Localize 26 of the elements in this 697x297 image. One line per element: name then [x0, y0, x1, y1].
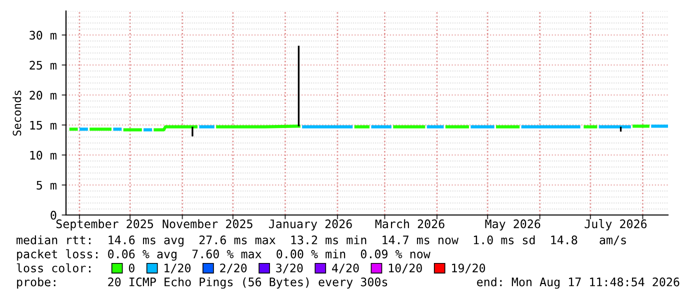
- y-tick-label: 20 m: [30, 90, 56, 100]
- x-tick-label: March 2026: [375, 219, 444, 228]
- y-tick-label: 25 m: [30, 60, 56, 70]
- legend-label: 1/20: [164, 264, 191, 274]
- legend-label: 19/20: [452, 264, 486, 274]
- x-tick-label: May 2026: [485, 219, 540, 231]
- x-tick-label: July 2026: [584, 219, 647, 231]
- legend-label: 0: [128, 264, 134, 272]
- legend-title: loss color:: [16, 263, 90, 272]
- text: probe: 20 ICMP Echo Pings (56 Bytes) every 300s: [17, 277, 388, 289]
- text: end: Mon Aug 17 11:48:54 2026: [477, 277, 680, 289]
- legend-label: 4/20: [332, 264, 359, 274]
- x-tick-label: January 2026: [268, 219, 352, 231]
- y-axis-title: Seconds: [12, 90, 22, 136]
- legend-label: 10/20: [388, 264, 422, 274]
- legend-label: 3/20: [276, 264, 303, 274]
- x-tick-label: November 2025: [162, 219, 252, 228]
- text: packet loss: 0.06 % avg 7.60 % max 0.00 % min 0.09 % now: [17, 249, 430, 261]
- y-tick-label: 10 m: [30, 150, 56, 160]
- text: median rtt: 14.6 ms avg 27.6 ms max 13.2 ms min 14.7 ms now 1.0 ms sd 14.8 am/s: [16, 235, 626, 247]
- legend-label: 2/20: [220, 264, 247, 274]
- y-tick-label: 30 m: [30, 30, 56, 40]
- y-tick-label: 5 m: [36, 180, 56, 190]
- x-tick-label: September 2025: [56, 219, 154, 231]
- y-tick-label: 0: [50, 210, 56, 220]
- y-tick-label: 15 m: [30, 120, 56, 130]
